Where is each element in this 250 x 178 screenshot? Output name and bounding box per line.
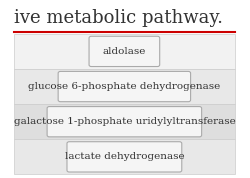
Text: aldolase: aldolase bbox=[103, 47, 146, 56]
FancyBboxPatch shape bbox=[14, 69, 235, 104]
FancyBboxPatch shape bbox=[89, 36, 160, 67]
FancyBboxPatch shape bbox=[14, 104, 235, 139]
Text: glucose 6-phosphate dehydrogenase: glucose 6-phosphate dehydrogenase bbox=[28, 82, 220, 91]
FancyBboxPatch shape bbox=[67, 142, 182, 172]
FancyBboxPatch shape bbox=[47, 107, 202, 137]
FancyBboxPatch shape bbox=[14, 34, 235, 69]
Text: galactose 1-phosphate uridylyltransferase: galactose 1-phosphate uridylyltransferas… bbox=[14, 117, 235, 126]
Text: lactate dehydrogenase: lactate dehydrogenase bbox=[64, 152, 184, 161]
FancyBboxPatch shape bbox=[58, 71, 190, 102]
FancyBboxPatch shape bbox=[14, 139, 235, 174]
Text: ive metabolic pathway.: ive metabolic pathway. bbox=[14, 9, 223, 27]
